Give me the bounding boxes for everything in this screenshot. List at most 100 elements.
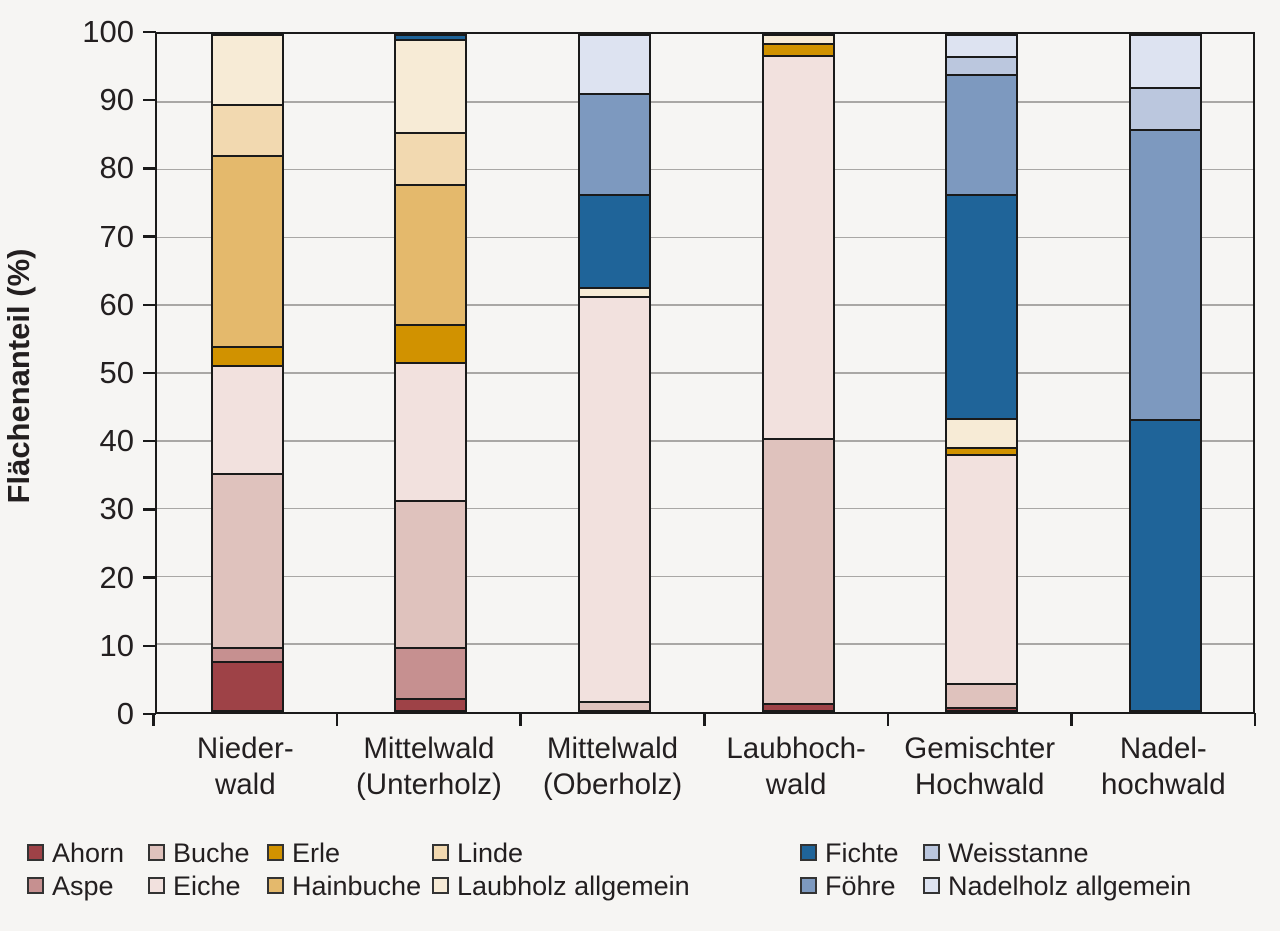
gridline bbox=[157, 372, 1253, 374]
bar bbox=[761, 34, 835, 712]
bar-segment bbox=[947, 707, 1017, 710]
y-axis-tick bbox=[143, 439, 156, 443]
bar-segment bbox=[396, 499, 466, 647]
x-axis-tick bbox=[886, 713, 890, 726]
gridline bbox=[157, 168, 1253, 171]
legend-label: Nadelholz allgemein bbox=[948, 871, 1192, 901]
bar-segment bbox=[1130, 36, 1200, 87]
stacked-bar-chart bbox=[155, 32, 1255, 714]
y-axis-tick bbox=[143, 98, 156, 102]
legend-swatch bbox=[267, 877, 284, 894]
bar-segment bbox=[947, 447, 1017, 454]
category-label-line: Hochwald bbox=[914, 768, 1045, 801]
bar-segment bbox=[212, 155, 282, 347]
y-axis-tick-label: 100 bbox=[82, 14, 134, 49]
category-label: Nieder-wald bbox=[145, 731, 345, 803]
category-label-line: Nieder- bbox=[196, 732, 294, 765]
legend-swatch bbox=[148, 877, 165, 894]
bar bbox=[578, 34, 651, 712]
category-label: Laubhoch-wald bbox=[696, 731, 896, 803]
legend-swatch bbox=[923, 844, 940, 861]
y-axis-tick bbox=[143, 508, 156, 511]
bar-segment bbox=[947, 453, 1017, 684]
y-axis-tick bbox=[143, 167, 156, 170]
x-axis-tick bbox=[152, 713, 155, 726]
legend-swatch bbox=[432, 844, 449, 861]
y-axis-tick bbox=[143, 30, 156, 34]
bar-segment bbox=[1130, 86, 1200, 130]
legend-swatch bbox=[432, 877, 449, 894]
category-label-line: wald bbox=[765, 768, 827, 801]
x-axis-tick bbox=[519, 713, 522, 726]
bar-segment bbox=[947, 194, 1017, 419]
gridline bbox=[157, 575, 1253, 578]
category-label: Mittelwald (Oberholz) bbox=[513, 731, 713, 803]
y-axis-tick bbox=[143, 303, 156, 307]
legend-swatch bbox=[800, 877, 817, 894]
gridline bbox=[157, 643, 1253, 645]
bar-segment bbox=[396, 362, 466, 500]
bar-segment bbox=[396, 184, 466, 325]
y-axis-tick-label: 90 bbox=[99, 82, 134, 118]
y-axis-tick-label: 0 bbox=[116, 696, 134, 731]
bar bbox=[945, 34, 1019, 712]
category-label-line: (Oberholz) bbox=[542, 768, 683, 801]
bar bbox=[394, 34, 468, 712]
y-axis-tick-label: 10 bbox=[99, 627, 134, 663]
legend-label: Buche bbox=[173, 838, 250, 868]
bar-segment bbox=[763, 438, 833, 704]
bar-segment bbox=[580, 286, 649, 296]
bar-segment bbox=[212, 104, 282, 156]
bar-segment bbox=[1130, 418, 1200, 710]
x-axis-tick bbox=[1253, 713, 1257, 726]
bar-segment bbox=[580, 92, 649, 195]
legend-label: Ahorn bbox=[52, 838, 125, 868]
category-label-line: Laubhoch- bbox=[726, 732, 866, 765]
category-label-line: Nadel- bbox=[1119, 732, 1207, 765]
category-label-line: hochwald bbox=[1100, 768, 1226, 801]
bar-segment bbox=[212, 661, 282, 710]
y-axis-tick-label: 20 bbox=[99, 559, 134, 595]
category-label: Mittelwald (Unterholz) bbox=[329, 731, 529, 803]
legend-label: Erle bbox=[292, 838, 341, 868]
bar-segment bbox=[396, 132, 466, 185]
y-axis-tick bbox=[143, 644, 156, 648]
category-label: Gemischter Hochwald bbox=[880, 731, 1080, 803]
legend-label: Laubholz allgemein bbox=[457, 871, 690, 901]
legend-swatch bbox=[148, 844, 165, 861]
bar-segment bbox=[212, 364, 282, 473]
bar-segment bbox=[580, 295, 649, 701]
y-axis-tick-label: 80 bbox=[99, 150, 134, 186]
category-label-line: Mittelwald bbox=[363, 732, 495, 765]
gridline bbox=[157, 304, 1253, 306]
legend-label: Fichte bbox=[825, 838, 899, 868]
category-label: Nadel-hochwald bbox=[1063, 731, 1263, 803]
category-label-line: wald bbox=[214, 768, 276, 801]
legend-swatch bbox=[27, 877, 44, 894]
bar-segment bbox=[763, 36, 833, 43]
bar-segment bbox=[396, 324, 466, 363]
bar-segment bbox=[396, 39, 466, 133]
bar-segment bbox=[396, 697, 466, 710]
bar-segment bbox=[763, 703, 833, 710]
legend-swatch bbox=[267, 844, 284, 861]
legend-label: Föhre bbox=[825, 871, 896, 901]
category-label-line: Mittelwald bbox=[546, 732, 679, 765]
bar-segment bbox=[947, 74, 1017, 195]
bar-segment bbox=[580, 700, 649, 710]
y-axis-tick-label: 40 bbox=[99, 423, 134, 459]
category-label-line: Gemischter bbox=[904, 732, 1056, 765]
bar-segment bbox=[947, 418, 1017, 448]
bar-segment bbox=[396, 36, 466, 40]
y-axis-tick bbox=[143, 235, 156, 238]
bar-segment bbox=[947, 56, 1017, 75]
gridline bbox=[157, 440, 1253, 442]
bar bbox=[1128, 34, 1202, 712]
legend-label: Aspe bbox=[52, 871, 114, 901]
y-axis-tick-label: 50 bbox=[99, 355, 134, 390]
y-axis-tick-label: 70 bbox=[99, 218, 134, 254]
bar-segment bbox=[212, 346, 282, 365]
bar-segment bbox=[1130, 129, 1200, 419]
bar-segment bbox=[212, 472, 282, 648]
y-axis-tick bbox=[143, 712, 156, 716]
